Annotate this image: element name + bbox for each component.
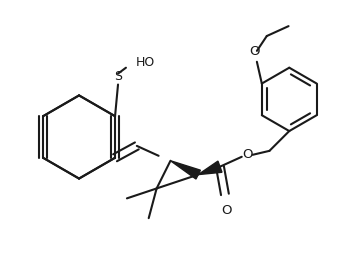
Text: O: O — [250, 45, 260, 58]
Text: O: O — [243, 148, 253, 161]
Polygon shape — [198, 161, 222, 175]
Polygon shape — [171, 161, 201, 179]
Text: O: O — [222, 204, 232, 217]
Text: S: S — [114, 70, 122, 82]
Text: HO: HO — [136, 56, 155, 69]
